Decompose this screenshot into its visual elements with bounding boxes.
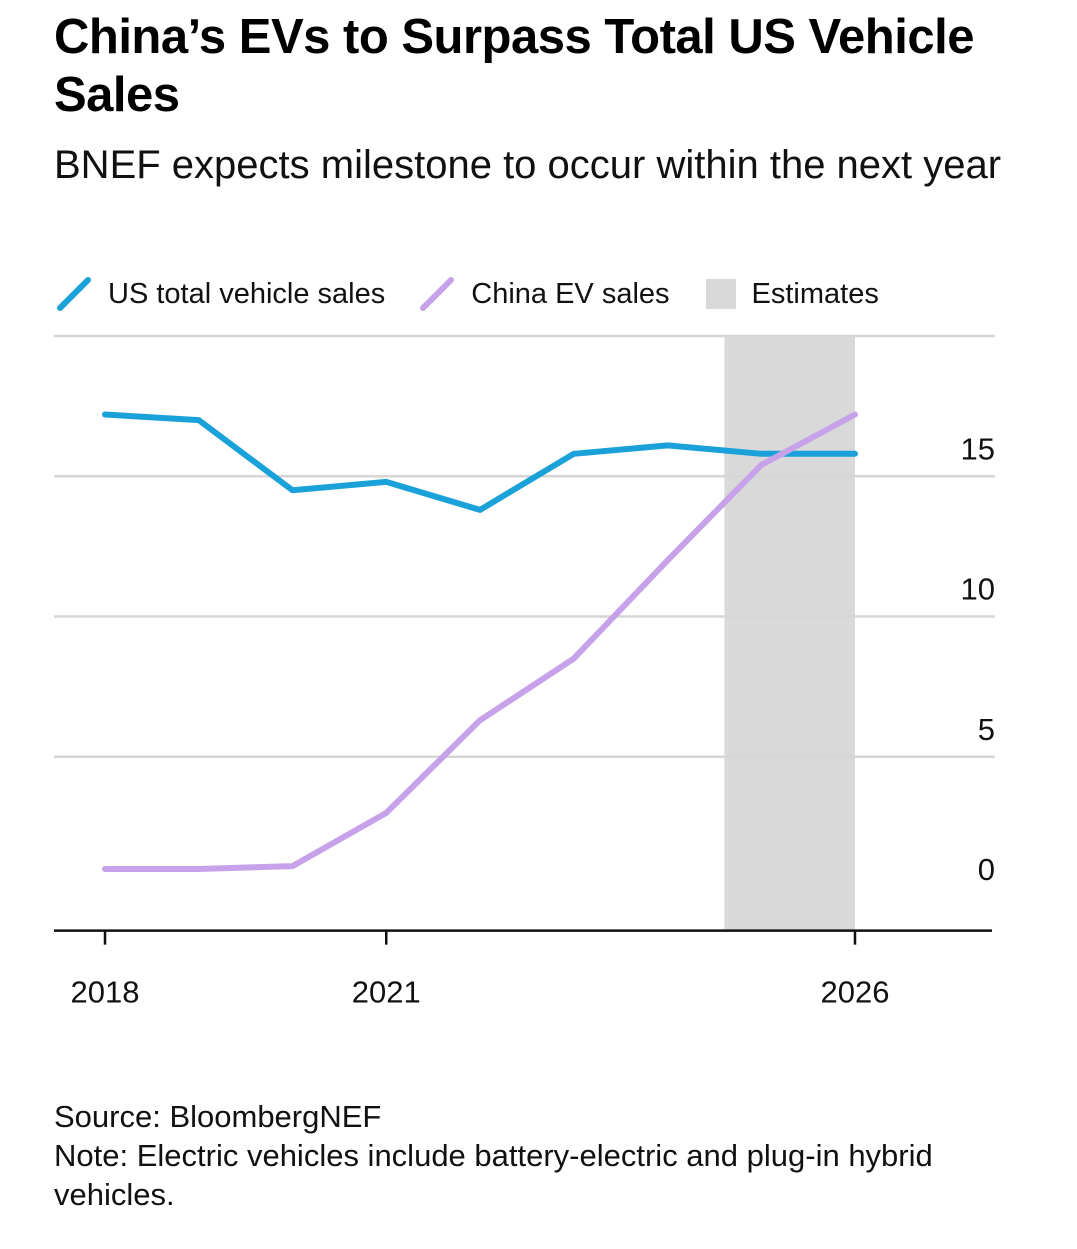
legend-label-us-total: US total vehicle sales <box>108 277 386 310</box>
y-tick-label-0: 0 <box>978 852 995 887</box>
legend-item-china-ev: China EV sales <box>417 274 670 314</box>
legend-item-us-total: US total vehicle sales <box>54 274 385 314</box>
y-tick-label-15: 15 <box>961 431 995 466</box>
footnote: Note: Electric vehicles include battery-… <box>54 1138 933 1212</box>
x-tick-label-2018: 2018 <box>71 975 140 1010</box>
y-tick-label-10: 10 <box>961 572 995 607</box>
legend-label-china-ev: China EV sales <box>471 277 670 310</box>
legend-swatch-us-total <box>57 277 91 311</box>
y-tick-label-5: 5 <box>978 712 995 747</box>
chart-title: China’s EVs to Surpass Total US Vehicle … <box>54 10 974 122</box>
legend: US total vehicle sales China EV sales Es… <box>54 272 911 316</box>
line-chart: 05101520M201820212026 <box>54 334 995 1010</box>
legend-swatch-china-ev <box>420 277 455 311</box>
x-tick-label-2026: 2026 <box>821 975 890 1010</box>
footer: Source: BloombergNEF Note: Electric vehi… <box>54 1097 1014 1214</box>
legend-label-estimates: Estimates <box>751 277 879 310</box>
legend-item-estimates: Estimates <box>702 278 879 311</box>
chart-subtitle: BNEF expects milestone to occur within t… <box>54 143 1002 187</box>
legend-swatch-estimates <box>705 279 736 309</box>
estimates-band <box>724 336 855 931</box>
x-tick-label-2021: 2021 <box>352 975 421 1010</box>
source-note: Source: BloombergNEF <box>54 1099 382 1134</box>
